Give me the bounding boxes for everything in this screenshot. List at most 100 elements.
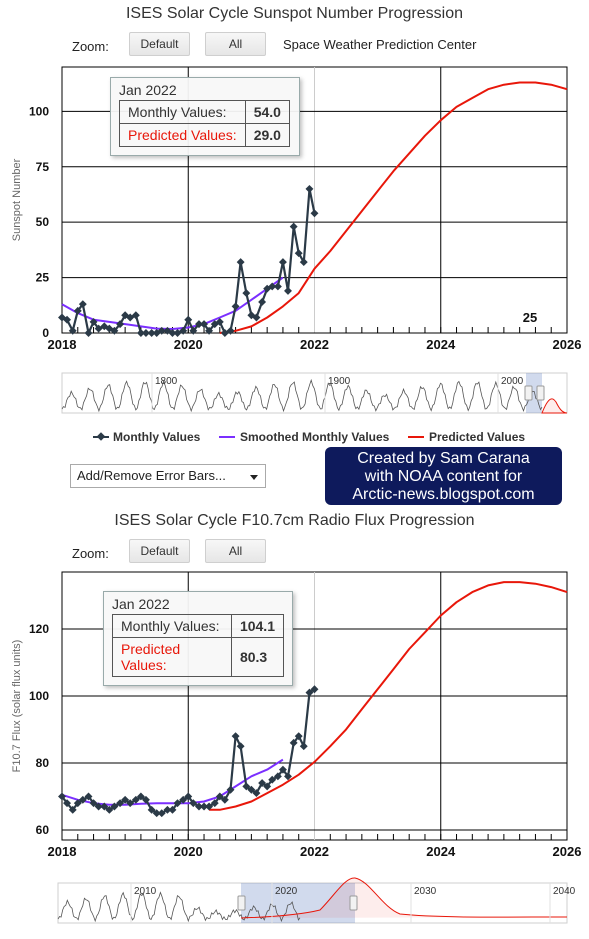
c1-monthly-point — [168, 329, 177, 337]
c2-monthly-point — [173, 799, 182, 808]
c1-y-tick-label: 25 — [36, 271, 50, 285]
c1-monthly-point — [157, 326, 166, 335]
c1-monthly-point — [184, 315, 193, 324]
c1-monthly-point — [284, 286, 292, 295]
c2-navigator-predicted — [240, 877, 568, 919]
legend-smoothed-icon — [219, 436, 235, 438]
c2-monthly-point — [157, 809, 166, 818]
sunspot-chart-title: ISES Solar Cycle Sunspot Number Progress… — [125, 5, 464, 22]
c1-monthly-point — [189, 326, 198, 335]
sunspot-navigator[interactable]: 1800 1900 2000 — [61, 372, 568, 414]
c1-monthly-point — [68, 326, 77, 335]
sunspot-tooltip-predicted-value: 29.0 — [244, 123, 290, 147]
c2-x-tick-label: 2020 — [174, 844, 203, 859]
sunspot-y-ticks: 0 25 50 75 100 — [29, 104, 49, 340]
flux-chart: 2018 2020 2022 2024 2026 60 80 100 120 F10.7 Fl… — [11, 571, 582, 924]
c1-monthly-point — [200, 320, 208, 329]
c1-monthly-point — [231, 302, 240, 311]
c2-monthly-point — [215, 792, 224, 801]
c2-monthly-point — [289, 738, 298, 747]
flux-zoom-all-button[interactable]: All — [205, 539, 266, 563]
c2-navigator-label: 2030 — [414, 886, 437, 897]
c2-navigator-label: 2020 — [275, 886, 298, 897]
c1-monthly-point — [278, 258, 287, 267]
c2-monthly-point — [189, 799, 198, 808]
c2-navigator-handle[interactable] — [349, 895, 358, 911]
c1-monthly-point — [147, 329, 156, 337]
c1-monthly-point — [226, 326, 235, 335]
c2-monthly-point — [236, 742, 245, 751]
c1-y-tick-label: 75 — [36, 160, 50, 174]
flux-chart-title: ISES Solar Cycle F10.7cm Radio Flux Prog… — [114, 512, 475, 529]
chevron-down-icon — [250, 475, 258, 480]
zoom-all-button[interactable]: All — [205, 32, 266, 56]
sunspot-tooltip: Jan 2022 Monthly Values: 54.0 Predicted V… — [110, 77, 300, 156]
c1-navigator-predicted — [541, 398, 568, 414]
c1-x-tick-label: 2024 — [426, 337, 456, 352]
credit-line-3: Arctic-news.blogspot.com — [352, 486, 535, 503]
legend-predicted-icon — [408, 436, 424, 438]
legend-predicted[interactable]: Predicted Values — [429, 430, 526, 444]
c1-navigator-handle[interactable] — [536, 385, 545, 401]
sunspot-series — [58, 81, 568, 337]
sunspot-tooltip-table: Monthly Values: 54.0 Predicted Values: 29.… — [119, 100, 290, 147]
c1-navigator-series — [61, 378, 543, 413]
c1-x-tick-label: 2020 — [174, 337, 203, 352]
c2-monthly-point — [220, 795, 229, 804]
flux-navigator[interactable]: 2010 2020 2030 2040 — [57, 877, 576, 924]
c1-monthly-point — [242, 289, 251, 298]
flux-zoom-default-button[interactable]: Default — [129, 539, 190, 563]
c2-monthly-point — [278, 765, 287, 774]
zoom-default-button[interactable]: Default — [129, 32, 190, 56]
c1-x-tick-label: 2018 — [48, 337, 77, 352]
c2-navigator-label: 2040 — [553, 886, 576, 897]
c2-monthly-point — [105, 805, 114, 814]
c2-monthly-point — [89, 799, 98, 808]
flux-tooltip-monthly-value: 104.1 — [230, 614, 285, 638]
flux-tooltip-date: Jan 2022 — [112, 596, 170, 612]
c1-x-tick-label: 2022 — [300, 337, 329, 352]
sunspot-tooltip-monthly-value: 54.0 — [244, 100, 290, 124]
flux-x-ticks: 2018 2020 2022 2024 2026 — [48, 844, 582, 859]
sunspot-tooltip-predicted-label: Predicted Values: — [119, 123, 246, 147]
sunspot-y-axis-label: Sunspot Number — [11, 158, 23, 241]
c1-monthly-point — [289, 222, 298, 231]
c2-monthly-point — [242, 782, 251, 791]
c1-navigator-handle[interactable] — [524, 385, 533, 401]
error-bars-dropdown[interactable]: Add/Remove Error Bars... — [70, 464, 266, 488]
c2-monthly-point — [284, 772, 292, 781]
flux-y-axis-label: F10.7 Flux (solar flux units) — [11, 640, 23, 773]
c2-monthly-point — [231, 732, 240, 741]
c2-monthly-point — [147, 805, 156, 814]
c2-monthly-point — [136, 792, 145, 801]
credit-line-1: Created by Sam Carana — [357, 450, 530, 467]
flux-tooltip: Jan 2022 Monthly Values: 104.1 Predicted … — [103, 591, 293, 686]
c1-monthly-point — [305, 184, 314, 193]
c2-monthly-point — [184, 792, 193, 801]
c2-navigator-handle[interactable] — [237, 895, 246, 911]
sunspot-annotation: 25 — [523, 310, 537, 325]
c2-monthly-point — [210, 799, 219, 808]
c1-monthly-point — [179, 326, 188, 335]
c2-monthly-point — [63, 799, 72, 808]
credit-banner: Created by Sam Carana with NOAA content … — [325, 447, 562, 505]
c1-monthly-point — [131, 311, 140, 320]
c2-monthly-point — [141, 795, 150, 804]
c2-navigator-selection — [241, 883, 355, 923]
c1-monthly-point — [84, 329, 93, 337]
c2-monthly-point — [168, 805, 177, 814]
legend-monthly-icon — [93, 432, 109, 441]
c1-monthly-point — [294, 249, 303, 258]
legend-monthly[interactable]: Monthly Values — [113, 430, 201, 444]
legend-smoothed[interactable]: Smoothed Monthly Values — [240, 430, 390, 444]
c2-y-tick-label: 60 — [36, 823, 50, 837]
c2-monthly-point — [179, 795, 188, 804]
c2-x-tick-label: 2026 — [553, 844, 582, 859]
c2-y-tick-label: 80 — [36, 756, 50, 770]
c1-monthly-point — [215, 317, 224, 326]
c2-y-tick-label: 120 — [29, 622, 49, 636]
c2-monthly-point — [305, 688, 314, 697]
flux-tooltip-predicted-label: Predicted Values: — [112, 637, 232, 677]
c2-monthly-point — [294, 732, 303, 741]
c1-monthly-point — [205, 326, 214, 335]
